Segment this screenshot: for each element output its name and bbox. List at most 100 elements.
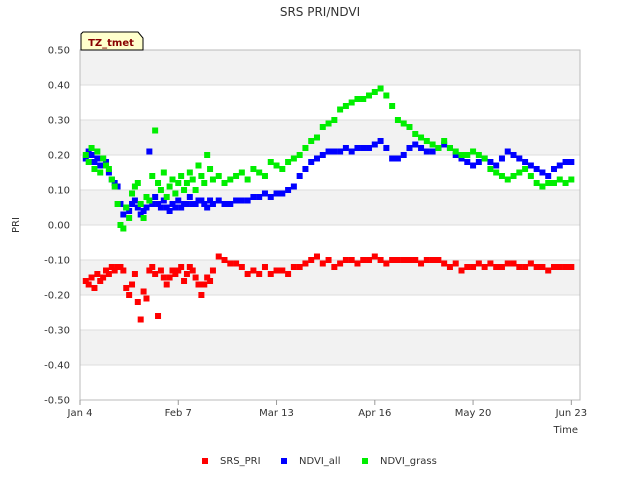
data-point [244, 197, 251, 204]
data-point [498, 173, 505, 179]
data-point [487, 159, 494, 165]
data-point [114, 201, 121, 207]
data-point [250, 166, 257, 172]
data-point [313, 134, 320, 141]
site-tag-label: TZ_tmet [88, 38, 134, 49]
data-point [400, 152, 407, 158]
data-point [152, 127, 159, 134]
data-point [267, 271, 274, 277]
data-point [261, 173, 268, 179]
data-point [131, 271, 138, 277]
data-point [446, 145, 453, 151]
data-point [183, 201, 190, 207]
data-point [522, 166, 529, 172]
data-point [366, 257, 373, 263]
data-point [296, 173, 303, 179]
data-point [556, 264, 563, 270]
data-point [256, 271, 263, 277]
data-point [204, 274, 211, 281]
data-point [261, 264, 268, 270]
data-point [308, 159, 315, 165]
data-point [475, 260, 482, 267]
data-point [195, 281, 202, 288]
data-point [394, 155, 401, 162]
data-point [562, 180, 569, 186]
data-point [238, 169, 245, 176]
data-point [412, 257, 419, 263]
data-point [238, 264, 245, 270]
data-point [195, 162, 202, 169]
data-point [103, 162, 110, 169]
data-point [123, 204, 130, 211]
data-point [516, 169, 523, 176]
data-point [129, 281, 136, 288]
data-point [117, 222, 124, 228]
data-point [550, 166, 557, 172]
data-point [160, 274, 167, 281]
data-point [166, 183, 173, 190]
data-point [498, 264, 505, 270]
data-point [366, 145, 373, 151]
data-point [360, 96, 367, 102]
data-point [261, 190, 268, 197]
data-point [201, 180, 208, 186]
data-point [186, 169, 193, 176]
data-point [192, 201, 199, 207]
site-tag: TZ_tmet [80, 31, 144, 51]
data-point [377, 85, 384, 92]
data-point [481, 264, 488, 270]
data-point [178, 204, 185, 211]
y-tick-label: -0.40 [44, 361, 70, 372]
data-point [568, 159, 575, 165]
y-tick-label: 0.30 [48, 116, 70, 127]
data-point [204, 204, 211, 211]
series-NDVI_grass [82, 85, 575, 232]
data-point [325, 257, 332, 263]
data-point [163, 204, 170, 211]
series-SRS_PRI [82, 253, 575, 323]
data-point [562, 264, 569, 270]
data-point [198, 292, 205, 298]
series-NDVI_all [82, 138, 575, 218]
plot-band [80, 50, 580, 85]
data-point [498, 155, 505, 162]
data-point [134, 204, 141, 211]
data-point [207, 166, 214, 172]
data-point [394, 257, 401, 263]
data-point [152, 194, 159, 200]
data-point [149, 201, 156, 207]
data-point [221, 257, 228, 263]
data-point [539, 183, 546, 190]
data-point [111, 183, 118, 190]
legend: SRS_PRI NDVI_all NDVI_grass [202, 456, 437, 467]
data-point [510, 260, 517, 267]
x-axis-label: Time [553, 425, 578, 436]
data-point [550, 180, 557, 186]
data-point [160, 169, 167, 176]
data-point [134, 299, 141, 305]
data-point [166, 208, 173, 214]
data-point [146, 267, 153, 274]
data-point [155, 180, 162, 186]
data-point [452, 260, 459, 267]
data-point [285, 187, 292, 193]
plot-band [80, 330, 580, 365]
data-point [464, 159, 471, 165]
data-point [522, 264, 529, 270]
data-point [452, 152, 459, 158]
data-point [504, 260, 511, 267]
data-point [423, 138, 430, 144]
data-point [181, 278, 188, 284]
data-point [186, 264, 193, 270]
data-point [100, 274, 107, 281]
data-point [337, 148, 344, 155]
legend-label: SRS_PRI [220, 456, 261, 467]
data-point [354, 260, 361, 267]
data-point [143, 204, 150, 211]
data-point [146, 148, 153, 155]
data-point [163, 194, 170, 200]
data-point [394, 117, 401, 123]
data-point [97, 162, 104, 169]
data-point [279, 166, 286, 172]
